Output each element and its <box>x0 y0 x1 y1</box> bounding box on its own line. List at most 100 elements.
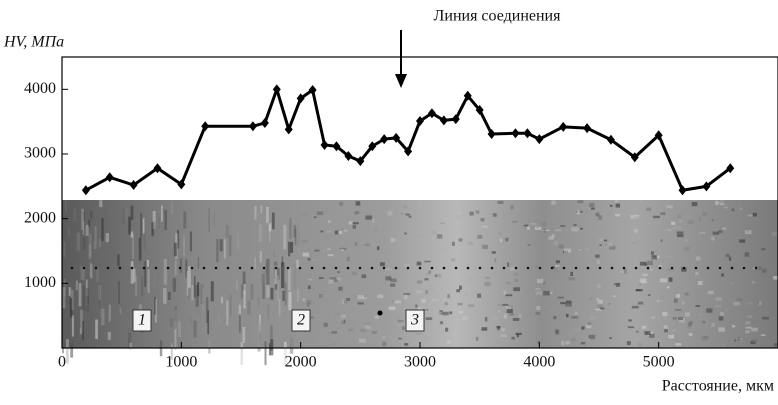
micrograph-grain <box>194 276 196 297</box>
micrograph-grain <box>197 282 199 296</box>
micrograph-grain <box>551 221 556 223</box>
micrograph-grain <box>202 289 204 310</box>
micrograph-grain <box>692 202 698 206</box>
micrograph-grain <box>299 277 301 301</box>
indent-dot <box>395 267 398 270</box>
micrograph-grain <box>164 210 167 230</box>
micrograph-grain <box>639 282 642 286</box>
indent-dot <box>71 267 74 270</box>
micrograph-grain <box>365 212 372 216</box>
micrograph-grain <box>167 256 169 265</box>
micrograph-grain <box>244 284 246 308</box>
micrograph-grain <box>273 250 275 258</box>
micrograph-grain <box>636 289 641 291</box>
micrograph-grain <box>77 233 80 251</box>
micrograph-grain <box>86 288 89 312</box>
micrograph-grain <box>380 307 383 309</box>
indent-dot <box>671 267 674 270</box>
micrograph-grain <box>329 277 336 280</box>
micrograph-grain <box>524 225 528 227</box>
data-point <box>106 172 114 182</box>
micrograph-grain <box>740 207 742 209</box>
micrograph-grain <box>340 318 344 322</box>
micrograph-grain <box>377 246 380 250</box>
micrograph-grain <box>497 326 499 330</box>
micrograph-grain <box>527 227 530 230</box>
micrograph-grain <box>588 335 595 339</box>
micrograph-grain <box>473 294 476 297</box>
micrograph-grain <box>93 228 95 242</box>
micrograph-grain <box>175 261 177 276</box>
indent-dot <box>383 267 386 270</box>
micrograph-grain <box>333 343 338 345</box>
micrograph-grain <box>745 321 750 324</box>
micrograph-grain <box>395 316 400 320</box>
micrograph-grain <box>651 251 654 254</box>
micrograph-grain <box>700 314 703 316</box>
micrograph-grain <box>447 294 449 298</box>
micrograph-grain <box>726 254 730 257</box>
micrograph-grain <box>684 239 688 242</box>
micrograph-grain <box>397 320 403 322</box>
indent-dot <box>707 267 710 270</box>
micrograph-grain <box>497 304 501 306</box>
micrograph-grain <box>561 256 568 260</box>
micrograph-grain <box>664 329 668 332</box>
micrograph-grain <box>498 281 501 283</box>
micrograph-grain <box>580 228 583 230</box>
micrograph-grain <box>507 262 509 266</box>
micrograph-grain <box>748 214 752 216</box>
micrograph-grain <box>502 328 505 331</box>
micrograph-grain <box>660 299 663 302</box>
micrograph-grain <box>508 305 513 308</box>
data-point <box>523 128 531 138</box>
indent-dot <box>155 267 158 270</box>
micrograph-grain <box>506 282 510 285</box>
y-tick-label: 2000 <box>24 209 56 226</box>
micrograph-grain <box>428 288 433 290</box>
micrograph-grain <box>512 221 517 223</box>
micrograph-grain <box>565 341 570 344</box>
micrograph-grain <box>712 219 714 221</box>
micrograph-grain <box>747 315 752 318</box>
micrograph-grain <box>523 294 527 297</box>
micrograph-grain <box>590 297 592 300</box>
micrograph-grain <box>128 217 131 235</box>
micrograph-grain <box>597 284 601 287</box>
micrograph-grain <box>731 209 734 212</box>
micrograph-grain <box>415 305 417 308</box>
x-tick-label: 5000 <box>643 354 675 371</box>
indent-dot <box>563 267 566 270</box>
micrograph-grain <box>575 328 580 332</box>
micrograph-grain <box>702 321 705 324</box>
indent-dot <box>539 267 542 270</box>
micrograph-grain <box>66 339 69 364</box>
micrograph-grain <box>745 327 751 329</box>
micrograph-grain <box>669 277 673 281</box>
micrograph-grain <box>288 242 290 257</box>
micrograph-grain <box>698 281 703 285</box>
micrograph-grain <box>161 206 163 222</box>
micrograph-grain <box>653 216 660 218</box>
indent-dot <box>143 267 146 270</box>
micrograph-grain <box>395 301 401 304</box>
indent-dot <box>611 267 614 270</box>
micrograph-grain <box>572 227 579 231</box>
indent-dot <box>443 267 446 270</box>
micrograph-grain <box>711 237 714 241</box>
micrograph-grain <box>95 319 98 339</box>
micrograph-grain <box>385 268 392 270</box>
micrograph-grain <box>183 236 185 257</box>
micrograph-grain <box>334 313 341 315</box>
micrograph-grain <box>702 212 707 216</box>
micrograph-grain <box>357 295 364 299</box>
micrograph-grain <box>610 211 613 213</box>
micrograph-grain <box>437 234 442 238</box>
micrograph-grain <box>424 278 428 280</box>
micrograph-grain <box>409 216 412 218</box>
micrograph-grain <box>675 343 681 346</box>
micrograph-grain <box>128 321 131 334</box>
micrograph-grain <box>122 207 124 225</box>
micrograph-grain <box>305 230 307 232</box>
micrograph-grain <box>642 274 647 277</box>
